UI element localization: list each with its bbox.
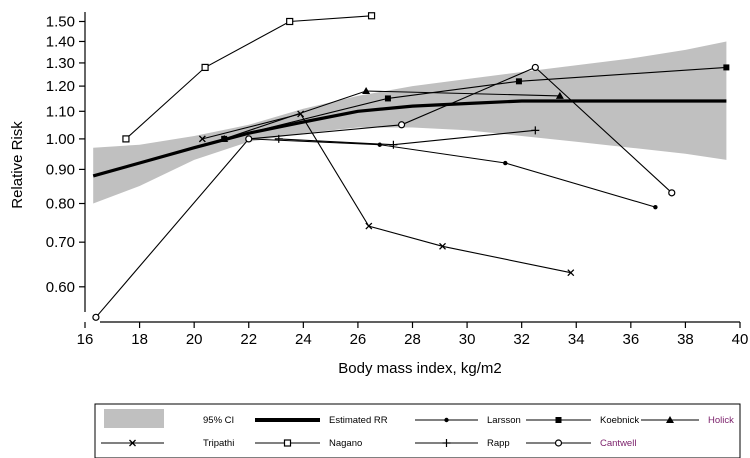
- x-tick-label-24: 24: [295, 331, 312, 348]
- series-layer: [92, 12, 730, 321]
- legend-marker-holick: [666, 416, 674, 423]
- point-cantwell-1: [245, 135, 253, 143]
- point-koebnick-1: [384, 95, 391, 102]
- y-axis-title: Relative Risk: [9, 121, 26, 209]
- series-line-nagano: [125, 15, 372, 140]
- point-koebnick-3: [723, 64, 730, 71]
- point-tripathi-3: [439, 242, 446, 250]
- legend-ci-swatch: [104, 409, 164, 428]
- point-tripathi-0: [198, 135, 206, 143]
- point-holick-0: [220, 134, 229, 142]
- point-nagano-2: [286, 17, 294, 26]
- y-tick-label-0.9: 0.90: [46, 161, 75, 178]
- y-tick-label-1.5: 1.50: [46, 13, 75, 30]
- ci-band-layer: [93, 41, 727, 204]
- y-tick-label-1.4: 1.40: [46, 33, 75, 50]
- point-koebnick-2: [515, 78, 522, 85]
- legend-marker-cantwell: [554, 439, 563, 447]
- legend-marker-larsson: [444, 417, 449, 423]
- x-tick-label-30: 30: [459, 331, 476, 348]
- series-line-larsson: [248, 138, 656, 208]
- point-cantwell-3: [531, 63, 539, 72]
- x-tick-label-28: 28: [404, 331, 421, 348]
- point-holick-1: [362, 86, 371, 94]
- axes-layer: [84, 12, 740, 323]
- point-cantwell-4: [668, 189, 676, 197]
- y-tick-label-0.6: 0.60: [46, 279, 75, 296]
- legend: 95% CI Estimated RR Larsson Koebnick Holic…: [94, 403, 741, 458]
- legend-label-rapp: Rapp: [487, 438, 510, 449]
- x-tick-label-32: 32: [513, 331, 530, 348]
- x-tick-label-36: 36: [622, 331, 639, 348]
- point-cantwell-2: [397, 121, 406, 129]
- ticks-layer: 16 18 20 22 24 26 28 30 32 34 36 38 40 0.60 0.70 0.80 0.…: [46, 13, 749, 348]
- ci-band: [93, 41, 727, 204]
- point-cantwell-0: [92, 313, 100, 321]
- legend-ci-label: 95% CI: [203, 415, 234, 426]
- y-tick-label-0.8: 0.80: [46, 196, 75, 213]
- x-tick-label-38: 38: [677, 331, 694, 348]
- point-nagano-1: [201, 63, 209, 72]
- legend-label-nagano: Nagano: [329, 438, 362, 449]
- legend-label-cantwell: Cantwell: [600, 438, 636, 449]
- x-tick-label-22: 22: [240, 331, 257, 348]
- legend-items: Larsson Koebnick Holick Tripathi Nagano Rapp C…: [101, 415, 734, 449]
- point-larsson-2: [503, 160, 508, 166]
- x-tick-label-40: 40: [732, 331, 749, 348]
- legend-marker-koebnick: [555, 417, 562, 423]
- x-tick-label-20: 20: [186, 331, 203, 348]
- series-line-koebnick: [224, 66, 727, 140]
- x-tick-label-26: 26: [350, 331, 367, 348]
- legend-label-holick: Holick: [708, 415, 734, 426]
- point-tripathi-2: [365, 222, 373, 230]
- x-tick-label-34: 34: [568, 331, 585, 348]
- legend-label-larsson: Larsson: [487, 415, 521, 426]
- y-tick-label-0.7: 0.70: [46, 234, 75, 251]
- y-tick-label-1.3: 1.30: [46, 55, 75, 72]
- legend-box: [94, 403, 741, 458]
- legend-marker-nagano: [283, 439, 292, 447]
- point-larsson-1: [377, 142, 382, 147]
- x-tick-label-16: 16: [77, 331, 94, 348]
- y-tick-label-1: 1.00: [46, 131, 75, 148]
- point-nagano-0: [122, 135, 130, 143]
- legend-estimated-label: Estimated RR: [329, 415, 388, 426]
- legend-label-koebnick: Koebnick: [600, 415, 639, 426]
- legend-marker-tripathi: [129, 439, 136, 447]
- point-tripathi-4: [567, 269, 575, 277]
- point-holick-2: [555, 91, 564, 99]
- point-rapp-1: [389, 140, 398, 149]
- y-tick-label-1.1: 1.10: [46, 103, 75, 120]
- y-tick-label-1.2: 1.20: [46, 78, 75, 95]
- point-rapp-2: [531, 126, 540, 135]
- x-tick-label-18: 18: [131, 331, 148, 348]
- legend-marker-rapp: [442, 439, 451, 447]
- point-larsson-3: [653, 204, 658, 210]
- estimated-rr-line: [92, 99, 727, 178]
- legend-label-tripathi: Tripathi: [203, 438, 234, 449]
- x-axis-title: Body mass index, kg/m2: [338, 360, 501, 377]
- point-nagano-3: [367, 12, 376, 20]
- point-tripathi-1: [297, 110, 305, 118]
